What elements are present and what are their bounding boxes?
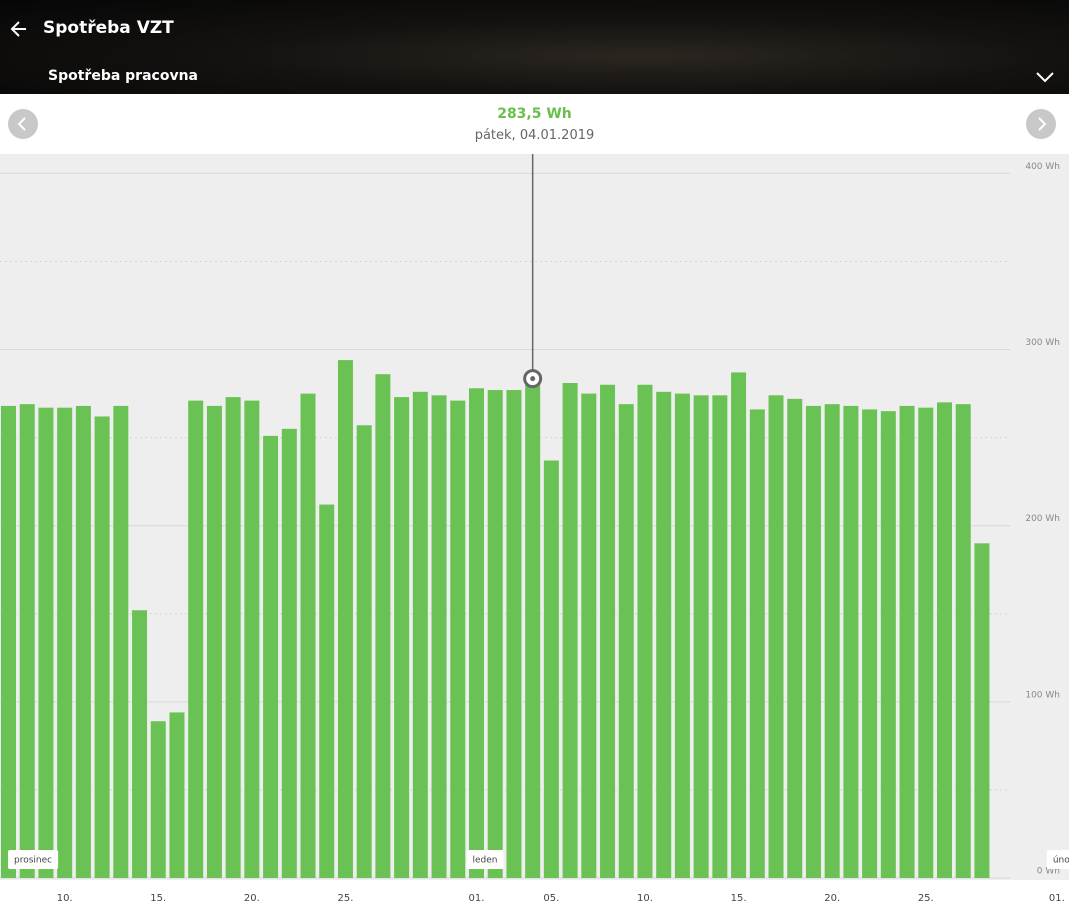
bar (787, 398, 803, 878)
bar (225, 397, 241, 878)
bar (450, 400, 466, 878)
bar (899, 405, 915, 878)
bar (712, 395, 728, 878)
bar (581, 393, 597, 878)
bar (319, 504, 335, 878)
y-tick-label: 400 Wh (1025, 162, 1060, 172)
bar (731, 372, 747, 878)
x-tick-label: 10. (637, 893, 653, 904)
bar (805, 405, 821, 878)
bar (525, 378, 541, 878)
bar (487, 390, 503, 878)
y-tick-label: 200 Wh (1025, 514, 1060, 524)
bar (693, 395, 709, 878)
bar (600, 384, 616, 878)
bar (94, 416, 110, 878)
bar (656, 391, 672, 878)
bar (674, 393, 690, 878)
bar (150, 721, 166, 878)
selected-value: 283,5 Wh (497, 106, 572, 122)
month-label-box (466, 850, 504, 869)
bar (19, 404, 35, 878)
x-tick-label: 20. (244, 893, 260, 904)
selection-point (523, 369, 543, 389)
bar (880, 411, 896, 878)
bar (375, 374, 391, 878)
bar (431, 395, 447, 878)
bar (300, 393, 316, 878)
device-name: Spotřeba pracovna (48, 68, 198, 84)
month-label: únor (1053, 856, 1069, 866)
bar (862, 409, 878, 878)
bar (169, 712, 185, 878)
app-header: Spotřeba VZT Spotřeba pracovna (0, 0, 1069, 94)
bar (188, 400, 204, 878)
selection-dot (530, 376, 536, 382)
month-label-box (8, 850, 59, 869)
bar (132, 610, 148, 878)
bar (113, 405, 129, 878)
back-button[interactable] (10, 18, 28, 40)
y-tick-label: 100 Wh (1025, 690, 1060, 700)
bar (955, 404, 971, 878)
x-tick-label: 20. (824, 893, 840, 904)
bar (506, 390, 522, 878)
y-tick-label: 300 Wh (1025, 338, 1060, 348)
bar (749, 409, 765, 878)
bar (918, 407, 934, 878)
prev-button[interactable] (8, 109, 38, 139)
bar (244, 400, 260, 878)
bar (768, 395, 784, 878)
bar (57, 407, 73, 878)
bar (824, 404, 840, 878)
plot-background (0, 154, 1069, 880)
bar (974, 543, 990, 878)
bar (637, 384, 653, 878)
bar (281, 428, 297, 878)
bar (412, 391, 428, 878)
dropdown-toggle[interactable] (1035, 70, 1055, 84)
y-tick-label: 0 Wh (1037, 867, 1060, 877)
x-tick-label: 01. (1049, 893, 1065, 904)
bar (38, 407, 54, 878)
x-tick-label: 15. (731, 893, 747, 904)
bar (356, 425, 372, 878)
x-tick-label: 05. (543, 893, 559, 904)
month-label: prosinec (14, 856, 52, 866)
page-title: Spotřeba VZT (43, 18, 174, 38)
month-label: leden (473, 856, 498, 866)
bar (843, 405, 859, 878)
bar (394, 397, 410, 878)
bar (75, 405, 91, 878)
next-button[interactable] (1026, 109, 1056, 139)
x-tick-label: 25. (918, 893, 934, 904)
bar (469, 388, 484, 878)
x-tick-label: 01. (469, 893, 485, 904)
x-tick-label: 25. (338, 893, 354, 904)
selected-date: pátek, 04.01.2019 (474, 128, 595, 143)
selection-bar: 283,5 Wh pátek, 04.01.2019 (0, 94, 1069, 154)
bar (562, 383, 578, 878)
x-tick-label: 10. (57, 893, 73, 904)
bar (618, 404, 634, 878)
month-label-box (1046, 850, 1069, 869)
bar (206, 405, 222, 878)
x-tick-label: 15. (150, 893, 166, 904)
bar (937, 402, 952, 878)
bar (543, 460, 559, 878)
bar (1, 405, 16, 878)
bar (337, 360, 353, 879)
bar (263, 435, 279, 878)
